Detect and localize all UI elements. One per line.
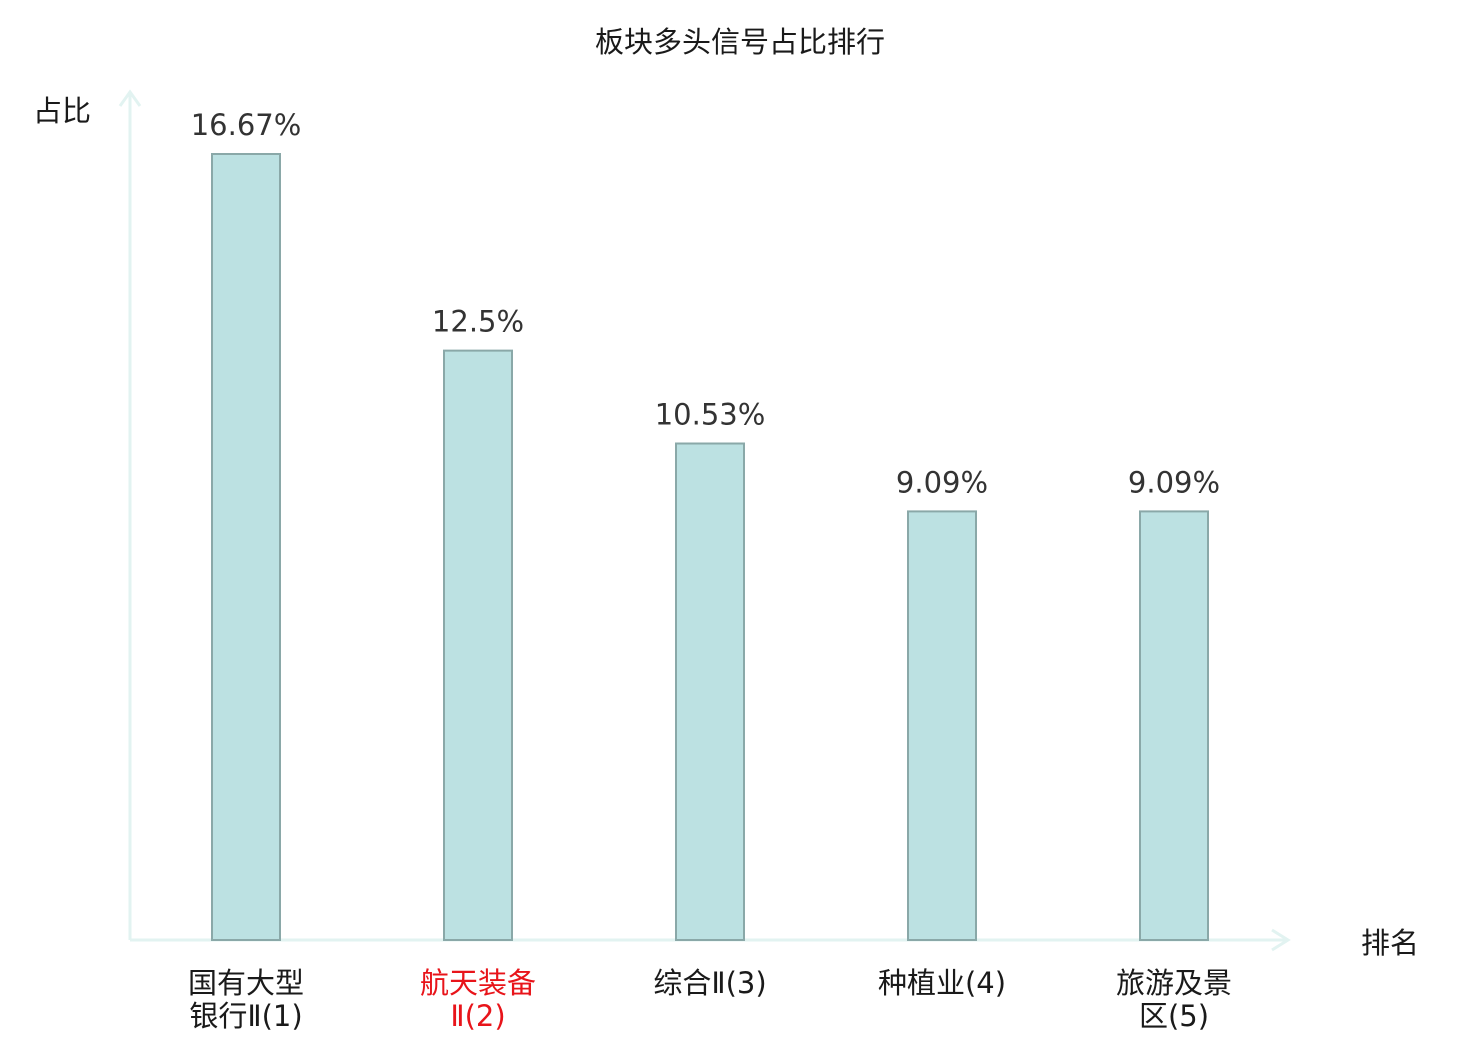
category-label: 国有大型 <box>188 966 304 1000</box>
bar-value-label: 9.09% <box>896 465 988 499</box>
y-axis-label: 占比 <box>33 94 91 128</box>
bar <box>443 349 513 942</box>
x-axis-label: 排名 <box>1361 926 1419 960</box>
bar-value-label: 9.09% <box>1128 465 1220 499</box>
y-axis-arrow <box>118 89 142 107</box>
category-label: 种植业(4) <box>878 966 1006 1000</box>
category-label: Ⅱ(2) <box>450 999 505 1033</box>
category-label: 综合Ⅱ(3) <box>653 966 766 1000</box>
category-label: 区(5) <box>1139 999 1209 1033</box>
bar <box>907 510 977 941</box>
category-label: 航天装备 <box>420 966 536 1000</box>
bar <box>1139 510 1209 941</box>
bars <box>211 153 1209 942</box>
value-labels: 16.67% 12.5% 10.53% 9.09% 9.09% <box>191 108 1220 499</box>
bar <box>675 442 745 941</box>
bar-value-label: 10.53% <box>655 398 766 432</box>
x-axis-arrow <box>1271 928 1291 952</box>
bar-value-label: 16.67% <box>191 108 302 142</box>
bar-value-label: 12.5% <box>432 305 524 339</box>
category-label: 银行Ⅱ(1) <box>189 999 302 1033</box>
chart-title: 板块多头信号占比排行 <box>595 25 885 59</box>
category-label: 旅游及景 <box>1116 966 1232 1000</box>
bar <box>211 153 281 941</box>
